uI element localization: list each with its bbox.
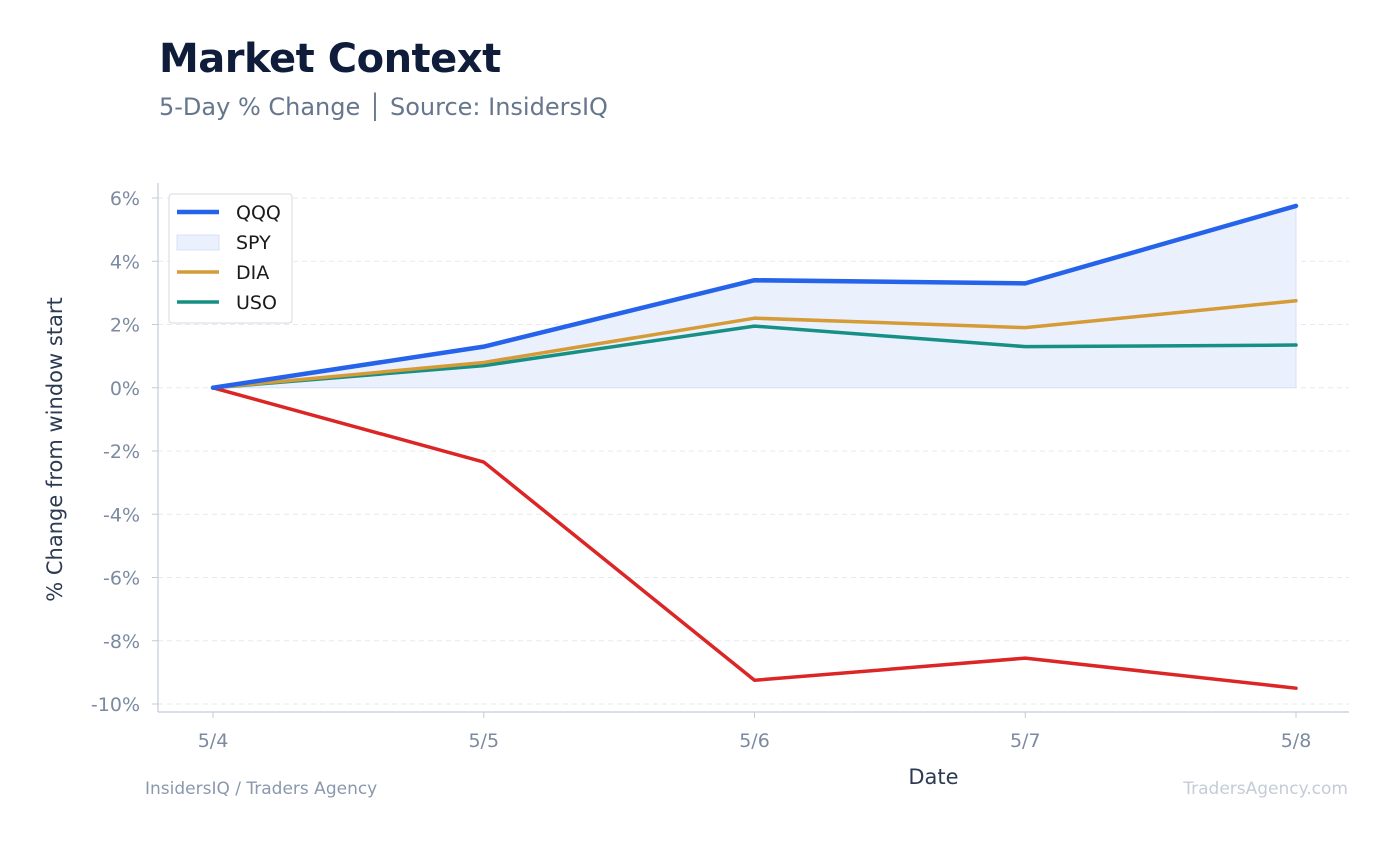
series-line-qqq (210, 203, 1299, 390)
chart-subtitle: 5-Day % Change │ Source: InsidersIQ (159, 93, 608, 121)
footer-credit: InsidersIQ / Traders Agency (145, 779, 378, 799)
y-tick-label: -8% (103, 631, 140, 653)
legend-label-qqq: QQQ (236, 202, 281, 224)
series-line-uso (211, 324, 1298, 390)
series (210, 203, 1299, 690)
series-area-spy (212, 205, 1297, 389)
x-tick-label: 5/8 (1281, 730, 1312, 752)
series-line-dia (211, 299, 1298, 390)
y-axis-title: % Change from window start (43, 297, 67, 602)
y-tick-label: -4% (103, 504, 140, 526)
legend-label-dia: DIA (236, 262, 269, 284)
x-tick-label: 5/5 (468, 730, 499, 752)
chart-title: Market Context (159, 36, 501, 82)
tick-labels: 6% 4% 2% 0% -2% -4% -6% -8% -10% 5/4 5/5 5/6 5/7 5/8 (91, 188, 1311, 752)
x-axis-title: Date (908, 765, 958, 789)
y-tick-label: -2% (103, 441, 140, 463)
y-tick-label: 6% (110, 188, 140, 210)
footer-website: TradersAgency.com (1183, 779, 1348, 799)
x-tick-label: 5/6 (739, 730, 770, 752)
series-line-unlabeled (211, 386, 1298, 690)
legend-swatch-spy (176, 234, 220, 251)
legend-label-spy: SPY (236, 232, 271, 254)
x-tick-label: 5/7 (1010, 730, 1041, 752)
y-tick-label: 2% (110, 315, 140, 337)
y-tick-label: 0% (110, 378, 140, 400)
y-tick-label: 4% (110, 251, 140, 273)
axes (152, 183, 1349, 718)
y-tick-label: -6% (103, 568, 140, 590)
y-tick-label: -10% (91, 694, 140, 716)
legend: QQQ SPY DIA USO (168, 193, 293, 324)
legend-box (168, 193, 293, 324)
legend-label-uso: USO (236, 292, 277, 314)
x-tick-label: 5/4 (198, 730, 229, 752)
